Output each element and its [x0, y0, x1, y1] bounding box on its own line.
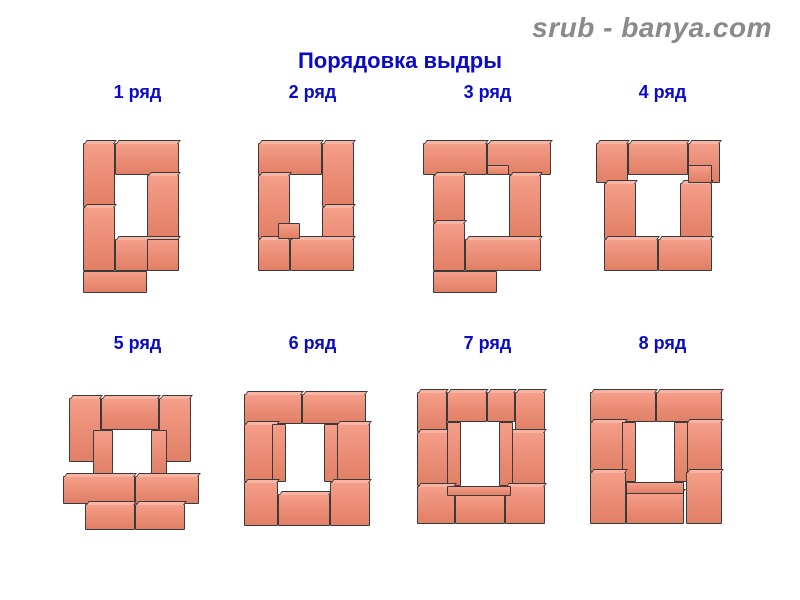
brick [244, 394, 302, 424]
diagram-cell: 8 ряд [575, 333, 750, 544]
brick [447, 486, 511, 496]
brick [324, 424, 338, 482]
diagram-cell: 4 ряд [575, 82, 750, 293]
brick [487, 165, 509, 175]
brick [686, 422, 722, 472]
brick [447, 422, 461, 486]
brick [447, 392, 487, 422]
brick [83, 207, 115, 271]
brick [85, 504, 135, 530]
brick [626, 482, 684, 494]
diagram-cell: 6 ряд [225, 333, 400, 544]
row-label: 3 ряд [464, 82, 512, 103]
diagram-cell: 2 ряд [225, 82, 400, 293]
watermark-text: srub - banya.com [532, 12, 772, 44]
brick-stage [63, 113, 213, 293]
brick [515, 392, 545, 432]
brick [258, 239, 290, 271]
brick [505, 486, 545, 524]
brick [688, 165, 712, 183]
brick [658, 239, 712, 271]
brick [63, 476, 135, 504]
brick [509, 175, 541, 239]
brick [302, 394, 366, 424]
brick [604, 239, 658, 271]
brick [272, 424, 286, 482]
brick [455, 494, 505, 524]
row-label: 8 ряд [639, 333, 687, 354]
brick-stage [588, 364, 738, 544]
brick [686, 472, 722, 524]
brick [499, 422, 513, 486]
brick [115, 143, 179, 175]
row-label: 5 ряд [114, 333, 162, 354]
brick [151, 430, 167, 474]
brick-stage [63, 364, 213, 544]
row-label: 7 ряд [464, 333, 512, 354]
brick-stage [238, 364, 388, 544]
brick-stage [413, 113, 563, 293]
brick-stage [238, 113, 388, 293]
brick [258, 143, 322, 175]
brick [330, 482, 370, 526]
brick [590, 472, 626, 524]
brick [628, 143, 688, 175]
brick-stage [413, 364, 563, 544]
row-label: 4 ряд [639, 82, 687, 103]
page-title: Порядовка выдры [0, 48, 800, 74]
row-label: 1 ряд [114, 82, 162, 103]
brick [423, 143, 487, 175]
brick [278, 494, 330, 526]
brick [465, 239, 541, 271]
diagram-cell: 3 ряд [400, 82, 575, 293]
diagram-cell: 1 ряд [50, 82, 225, 293]
brick [135, 476, 199, 504]
row-label: 6 ряд [289, 333, 337, 354]
brick [680, 183, 712, 239]
brick [147, 239, 179, 271]
brick [509, 432, 545, 486]
brick [417, 392, 447, 432]
brick [101, 398, 159, 430]
brick [433, 271, 497, 293]
row-label: 2 ряд [289, 82, 337, 103]
brick [244, 482, 278, 526]
brick [83, 271, 147, 293]
brick [322, 143, 354, 207]
brick [590, 392, 656, 422]
brick [596, 143, 628, 183]
brick [290, 239, 354, 271]
brick [656, 392, 722, 422]
diagram-cell: 5 ряд [50, 333, 225, 544]
brick [147, 175, 179, 239]
brick [83, 143, 115, 207]
brick [278, 223, 300, 239]
brick [590, 422, 626, 472]
brick [135, 504, 185, 530]
brick-stage [588, 113, 738, 293]
brick [626, 492, 684, 524]
brick [487, 392, 515, 422]
brick [433, 175, 465, 223]
brick [336, 424, 370, 482]
diagram-cell: 7 ряд [400, 333, 575, 544]
brick [433, 223, 465, 271]
brick [604, 183, 636, 239]
brick [93, 430, 113, 474]
diagram-grid: 1 ряд 2 ряд 3 ряд 4 ряд 5 ряд 6 ряд 7 ряд 8 ряд [50, 82, 750, 544]
